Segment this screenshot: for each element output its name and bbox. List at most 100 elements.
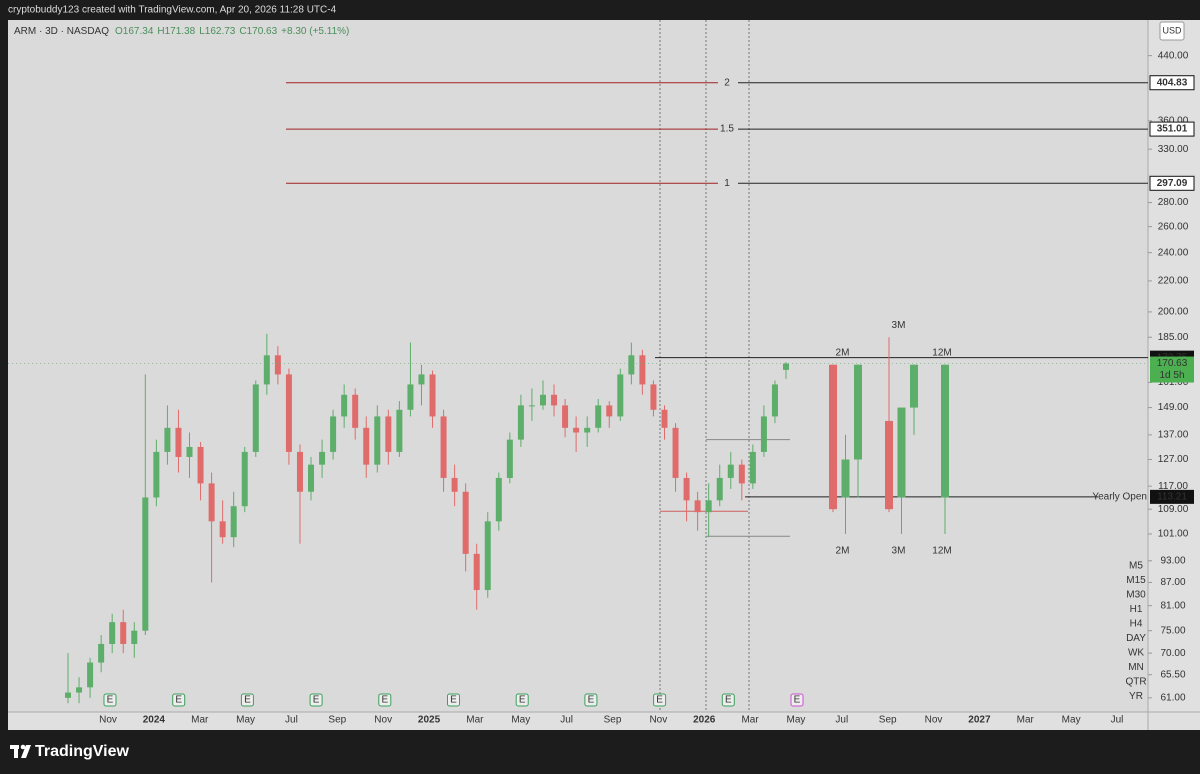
- logo-part: [20, 744, 26, 750]
- candle-body: [429, 374, 436, 417]
- earnings-marker: [721, 693, 735, 707]
- fib-label: 1.5: [720, 124, 734, 135]
- y-tick-label: 87.00: [1160, 577, 1185, 588]
- candle-body: [771, 384, 778, 417]
- credit: cryptobuddy123 created with TradingView.…: [8, 5, 337, 16]
- x-tick-label: Sep: [328, 715, 346, 726]
- candle-body: [208, 483, 215, 522]
- y-tick-label: 93.00: [1160, 555, 1185, 566]
- candle-body: [230, 506, 237, 538]
- y-tick-label: 220.00: [1158, 276, 1189, 287]
- candle-body: [120, 622, 127, 644]
- candle-body: [639, 355, 646, 385]
- timeframe: MN: [1128, 662, 1144, 673]
- y-tick-label: 260.00: [1158, 221, 1189, 232]
- earnings-marker: [790, 693, 804, 707]
- candle-body: [551, 394, 558, 406]
- earnings-marker: [309, 693, 323, 707]
- timeframe: M30: [1126, 590, 1146, 601]
- ohlc: L162.73: [199, 26, 236, 37]
- candle-body: [175, 427, 182, 457]
- candle-body: [76, 687, 83, 693]
- currency[interactable]: USD: [1162, 25, 1182, 35]
- candle-body: [319, 451, 326, 465]
- candle-body: [650, 384, 657, 410]
- y-tick-label: 65.50: [1160, 669, 1185, 680]
- time-axis: [8, 712, 1148, 730]
- price-box-label: 351.01: [1157, 124, 1188, 135]
- fib-label: 2: [724, 77, 730, 88]
- candle-body: [440, 416, 447, 478]
- candle-body: [396, 409, 403, 452]
- earnings-label: E: [450, 695, 457, 706]
- earnings-label: E: [588, 695, 595, 706]
- candle-body: [164, 427, 171, 452]
- x-tick-label: May: [787, 715, 806, 726]
- x-tick-label: Jul: [1111, 715, 1124, 726]
- earnings-label: E: [175, 695, 182, 706]
- x-tick-label: 2025: [418, 715, 441, 726]
- candle-body: [716, 477, 723, 501]
- earnings-marker: [103, 693, 117, 707]
- timeframe: YR: [1129, 691, 1143, 702]
- candle-body: [495, 477, 502, 522]
- symbol-line: ARM · 3D · NASDAQ O167.34 H171.38 L162.73 C1…: [14, 26, 349, 37]
- candle-body: [854, 364, 862, 460]
- y-tick-label: 81.00: [1160, 600, 1185, 611]
- ohlc: C170.63: [239, 26, 277, 37]
- price-box: [1149, 175, 1195, 191]
- current-price-box: [1150, 356, 1194, 383]
- x-tick-label: Mar: [741, 715, 759, 726]
- candle-body: [672, 427, 679, 478]
- candle-body: [506, 439, 513, 478]
- candle-body: [374, 416, 381, 465]
- x-tick-label: Nov: [99, 715, 117, 726]
- y-tick-label: 200.00: [1158, 307, 1189, 318]
- projection-label: 3M: [892, 546, 906, 557]
- earnings-label: E: [725, 695, 732, 706]
- candle-body: [705, 500, 712, 513]
- ohlc: H171.38: [157, 26, 195, 37]
- candle-body: [628, 355, 635, 375]
- earnings-marker: [172, 693, 186, 707]
- candle-body: [595, 405, 602, 428]
- timeframe: WK: [1128, 648, 1144, 659]
- x-tick-label: Jul: [285, 715, 298, 726]
- candle-body: [694, 500, 701, 513]
- candle-body: [385, 416, 392, 452]
- brand: TradingView: [35, 743, 130, 760]
- candle-body: [473, 553, 480, 591]
- y-tick-label: 61.00: [1160, 692, 1185, 703]
- candle-body: [841, 459, 850, 498]
- candle-body: [330, 416, 337, 452]
- candle-body: [749, 451, 756, 484]
- candle-body: [727, 464, 734, 478]
- projection-label: 12M: [932, 347, 951, 358]
- currency-button[interactable]: [1159, 21, 1185, 41]
- earnings-label: E: [519, 695, 526, 706]
- earnings-marker: [447, 693, 460, 707]
- candle-body: [98, 643, 105, 663]
- candle-body: [910, 364, 918, 408]
- candle-body: [296, 451, 303, 492]
- candle-body: [352, 394, 359, 428]
- y-tick-label: 360.00: [1158, 116, 1189, 127]
- earnings-marker: [515, 693, 529, 707]
- y-tick-label: 440.00: [1158, 50, 1189, 61]
- current-price-label: 170.63: [1157, 358, 1188, 369]
- y-tick-label: 70.00: [1160, 648, 1185, 659]
- earnings-label: E: [381, 695, 388, 706]
- y-tick-label: 161.00: [1158, 377, 1189, 388]
- candle-body: [219, 521, 226, 538]
- projection-label: 3M: [892, 320, 906, 331]
- candle-body: [484, 521, 491, 591]
- candle-body: [418, 374, 425, 385]
- candle-body: [573, 427, 580, 433]
- candle-body: [142, 497, 149, 631]
- x-tick-label: Nov: [374, 715, 392, 726]
- candle-body: [153, 451, 160, 498]
- y-tick-label: 109.00: [1158, 504, 1189, 515]
- x-tick-label: May: [1062, 715, 1081, 726]
- candle-body: [451, 477, 458, 492]
